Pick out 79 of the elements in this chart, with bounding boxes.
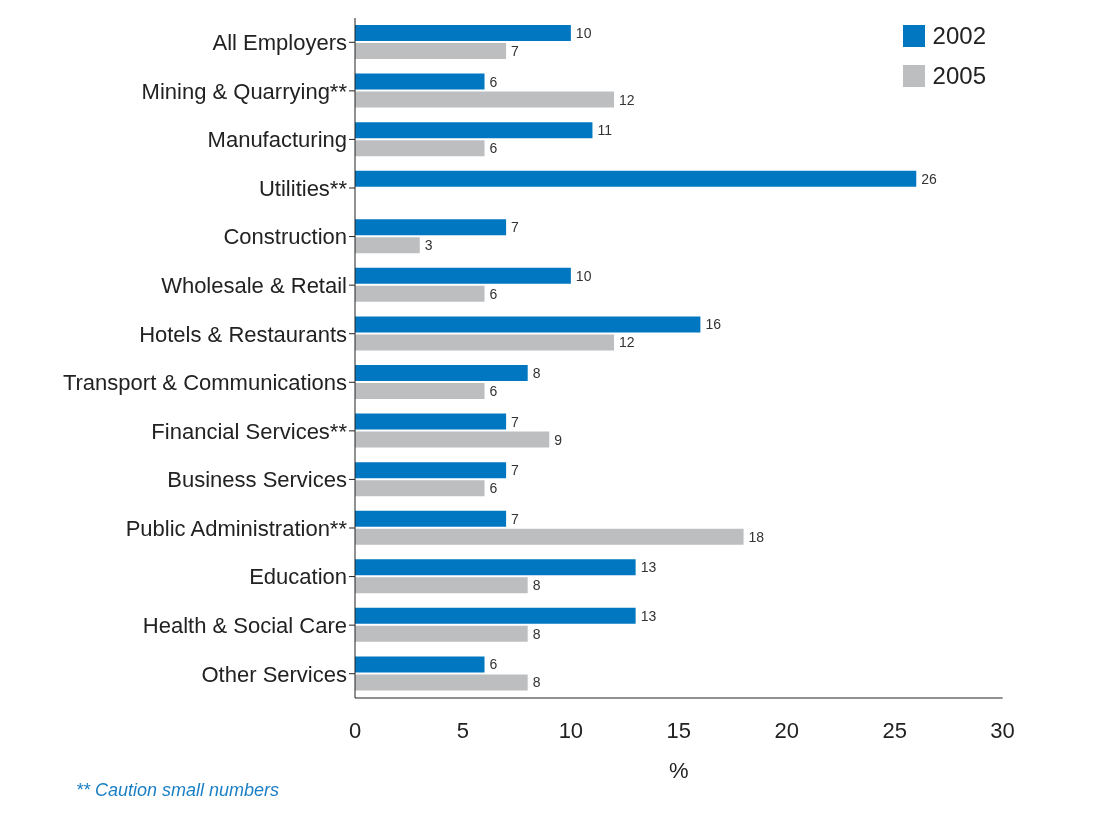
data-label: 10 bbox=[575, 24, 592, 41]
bar bbox=[355, 462, 507, 479]
data-label: 7 bbox=[511, 462, 520, 479]
bar bbox=[355, 237, 420, 254]
x-axis-title: % bbox=[669, 758, 689, 783]
bar bbox=[355, 510, 507, 527]
bar bbox=[355, 122, 593, 139]
y-tick-label: Education bbox=[249, 564, 347, 590]
data-label: 13 bbox=[640, 559, 657, 576]
y-tick-label: Health & Social Care bbox=[142, 612, 347, 638]
bar bbox=[355, 170, 917, 187]
data-label: 7 bbox=[511, 219, 520, 236]
text: ** Caution small numbers bbox=[76, 780, 280, 801]
bar bbox=[355, 25, 571, 41]
y-tick-label: Public Administration** bbox=[125, 515, 348, 541]
data-label: 16 bbox=[705, 316, 722, 333]
data-label: 6 bbox=[489, 73, 498, 90]
data-label: 11 bbox=[597, 122, 613, 139]
x-tick-label: 0 bbox=[348, 717, 362, 743]
data-label: 18 bbox=[748, 528, 765, 545]
bar bbox=[355, 528, 744, 545]
y-tick-label: Manufacturing bbox=[207, 127, 347, 153]
bar bbox=[355, 365, 528, 381]
bar bbox=[355, 413, 507, 430]
x-tick-label: 5 bbox=[456, 717, 470, 743]
data-label: 26 bbox=[921, 170, 938, 187]
y-tick-label: Transport & Communications bbox=[62, 370, 347, 396]
bar bbox=[355, 334, 615, 351]
data-label: 12 bbox=[619, 334, 635, 351]
y-tick-label: Utilities** bbox=[258, 175, 348, 201]
y-tick-label: Wholesale & Retail bbox=[161, 272, 347, 298]
data-label: 6 bbox=[489, 382, 498, 399]
data-label: 10 bbox=[575, 267, 592, 284]
bar bbox=[355, 43, 507, 59]
data-label: 8 bbox=[532, 625, 541, 642]
data-label: 6 bbox=[489, 480, 498, 497]
data-label: 7 bbox=[511, 42, 520, 59]
data-label: 6 bbox=[489, 140, 498, 157]
bar bbox=[355, 607, 636, 624]
bar bbox=[355, 383, 485, 399]
bar bbox=[355, 316, 701, 333]
x-tick-label: 15 bbox=[666, 717, 692, 743]
y-tick-label: Financial Services** bbox=[151, 418, 348, 444]
data-label: 6 bbox=[489, 285, 498, 302]
data-label: 12 bbox=[619, 91, 635, 108]
y-tick-label: Other Services bbox=[201, 661, 347, 687]
bar bbox=[355, 219, 507, 236]
bar bbox=[355, 267, 571, 284]
x-tick-label: 30 bbox=[990, 717, 1015, 743]
bar bbox=[355, 559, 636, 576]
bar bbox=[355, 140, 485, 157]
y-tick-label: All Employers bbox=[212, 30, 347, 56]
bar bbox=[355, 656, 485, 673]
data-label: 8 bbox=[532, 674, 541, 691]
y-tick-label: Business Services bbox=[167, 467, 347, 493]
data-label: 3 bbox=[424, 237, 433, 254]
x-tick-label: 10 bbox=[558, 717, 584, 743]
bar bbox=[355, 674, 528, 691]
y-tick-label: Hotels & Restaurants bbox=[139, 321, 347, 347]
legend-label: 2005 bbox=[931, 62, 986, 90]
bar bbox=[355, 285, 485, 302]
bar bbox=[355, 625, 528, 642]
bar bbox=[355, 480, 485, 497]
bar bbox=[355, 431, 550, 448]
data-label: 8 bbox=[532, 577, 541, 594]
x-tick-label: 20 bbox=[774, 717, 799, 743]
data-label: 13 bbox=[640, 607, 657, 624]
data-label: 7 bbox=[511, 510, 520, 527]
data-label: 8 bbox=[532, 364, 541, 381]
data-label: 6 bbox=[489, 656, 498, 673]
legend-label: 2002 bbox=[931, 22, 986, 50]
data-label: 7 bbox=[511, 413, 520, 430]
y-tick-label: Mining & Quarrying** bbox=[141, 78, 348, 104]
bar bbox=[355, 577, 528, 594]
y-tick-label: Construction bbox=[223, 224, 347, 250]
bar bbox=[355, 73, 485, 90]
bar bbox=[355, 91, 615, 108]
data-label: 9 bbox=[554, 431, 563, 448]
x-tick-label: 25 bbox=[882, 717, 907, 743]
